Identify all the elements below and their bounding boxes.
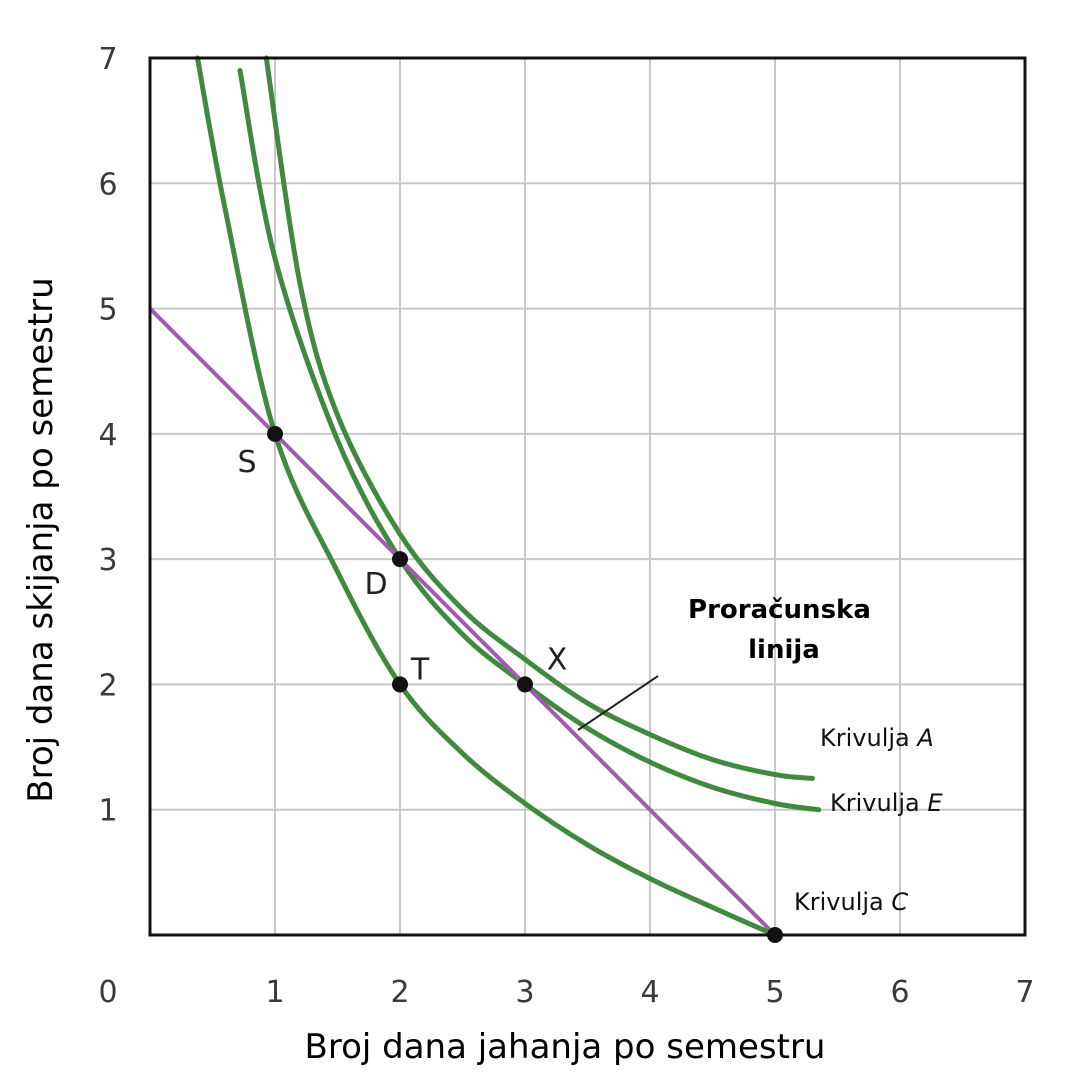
point-s — [267, 425, 283, 442]
point-d — [392, 551, 408, 568]
point-label-t: T — [410, 652, 430, 687]
curve-c — [195, 55, 778, 938]
y-tick-label: 4 — [98, 418, 117, 453]
curve-label-c-prefix: Krivulja — [794, 888, 891, 916]
x-tick-label: 7 — [1015, 975, 1034, 1010]
x-tick-label: 0 — [98, 975, 117, 1010]
budget-label-line-2: linija — [748, 635, 820, 665]
x-tick-label: 5 — [765, 975, 784, 1010]
budget-label-line-1: Proračunska — [688, 595, 871, 625]
x-tick-labels: 0 1 2 3 4 5 6 7 — [98, 975, 1034, 1010]
y-axis-title: Broj dana skijanja po semestru — [21, 277, 61, 802]
x-tick-label: 1 — [265, 975, 284, 1010]
x-tick-label: 3 — [515, 975, 534, 1010]
x-tick-label: 6 — [890, 975, 909, 1010]
curve-label-a-letter: A — [915, 724, 933, 752]
budget-line — [148, 307, 777, 937]
budget-line-group — [148, 307, 777, 937]
indifference-curves — [195, 55, 822, 938]
point-t — [392, 676, 408, 693]
budget-label-pointer — [577, 675, 659, 731]
point-x — [517, 676, 533, 693]
points: S D T X — [237, 425, 783, 943]
point-label-x: X — [547, 642, 568, 677]
curve-label-e-prefix: Krivulja — [830, 789, 927, 817]
point-budget-end — [767, 927, 783, 943]
plot-background — [150, 58, 1025, 935]
x-axis-title: Broj dana jahanja po semestru — [305, 1027, 826, 1067]
point-label-s: S — [237, 445, 256, 480]
point-label-d: D — [364, 567, 387, 602]
x-tick-label: 4 — [640, 975, 659, 1010]
y-tick-label: 1 — [98, 794, 117, 829]
y-tick-labels: 1 2 3 4 5 6 7 — [98, 42, 117, 829]
curve-label-c: Krivulja C — [794, 888, 908, 916]
y-tick-label: 7 — [98, 42, 117, 77]
budget-label: Proračunska linija — [688, 595, 880, 665]
grid — [150, 58, 1025, 935]
curve-label-c-letter: C — [891, 888, 908, 916]
y-tick-label: 2 — [98, 668, 117, 703]
plot-frame — [148, 56, 1027, 937]
curve-a — [263, 55, 815, 781]
y-tick-label: 3 — [98, 543, 117, 578]
curve-label-a: Krivulja A — [820, 724, 934, 752]
curve-label-e-letter: E — [927, 789, 943, 817]
y-tick-label: 5 — [98, 293, 117, 328]
x-tick-label: 2 — [390, 975, 409, 1010]
curve-label-e: Krivulja E — [830, 789, 943, 817]
y-tick-label: 6 — [98, 167, 117, 202]
curve-label-a-prefix: Krivulja — [820, 724, 917, 752]
curve-e — [237, 68, 822, 813]
